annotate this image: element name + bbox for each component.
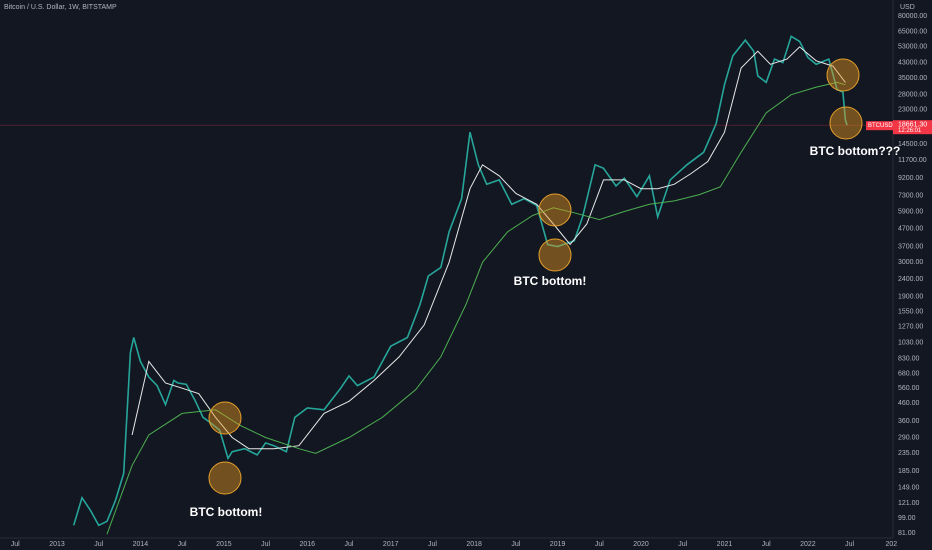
y-tick-label: 149.00 [898,484,920,491]
highlight-circle [538,193,572,227]
annotation: BTC bottom! [514,274,587,288]
series-line [72,35,848,527]
countdown-label: 12:26:01 [898,128,922,134]
y-tick-label: 5900.00 [898,208,923,215]
y-tick-label: 4700.00 [898,225,923,232]
y-tick-label: 28000.00 [898,92,927,99]
y-tick-label: 1270.00 [898,324,923,331]
y-tick-label: 121.00 [898,500,920,507]
y-tick-label: 43000.00 [898,59,927,66]
y-tick-label: 3700.00 [898,243,923,250]
series-line [106,81,846,535]
ticker-tag [866,121,893,131]
y-tick-label: 290.00 [898,434,920,441]
y-tick-label: 53000.00 [898,44,927,51]
x-tick-label: Jul [678,541,687,548]
last-price-label: 18661.30 [898,122,927,129]
x-tick-label: Jul [595,541,604,548]
x-tick-label: 2021 [717,541,733,548]
x-tick-label: 2019 [550,541,566,548]
x-tick-label: Jul [845,541,854,548]
x-tick-label: Jul [428,541,437,548]
highlight-circle [208,401,242,435]
x-tick-label: Jul [261,541,270,548]
highlight-circle [208,461,242,495]
y-tick-label: 7300.00 [898,192,923,199]
highlight-circle [826,58,860,92]
chart-title: Bitcoin / U.S. Dollar, 1W, BITSTAMP [4,4,117,11]
y-tick-label: 460.00 [898,400,920,407]
highlight-circle [538,238,572,272]
x-tick-label: 2018 [466,541,482,548]
x-tick-label: 202 [885,541,897,548]
y-tick-label: 830.00 [898,356,920,363]
y-tick-label: 235.00 [898,450,920,457]
price-tag [893,120,932,135]
highlight-circle [829,106,863,140]
x-tick-label: 2014 [133,541,149,548]
x-tick-label: 2020 [633,541,649,548]
x-tick-label: 2017 [383,541,399,548]
series-line [131,46,846,450]
y-tick-label: 1900.00 [898,293,923,300]
x-tick-label: Jul [178,541,187,548]
annotation: BTC bottom! [190,505,263,519]
y-tick-label: 99.00 [898,515,916,522]
y-tick-label: 65000.00 [898,28,927,35]
annotation: BTC bottom??? [810,144,901,158]
y-tick-label: 14500.00 [898,141,927,148]
x-tick-label: 2015 [216,541,232,548]
x-tick-label: 2013 [49,541,65,548]
y-tick-label: 3000.00 [898,259,923,266]
y-axis-label: USD [900,4,915,11]
y-tick-label: 1030.00 [898,339,923,346]
x-tick-label: Jul [762,541,771,548]
y-tick-label: 1550.00 [898,309,923,316]
x-tick-label: Jul [94,541,103,548]
y-tick-label: 360.00 [898,418,920,425]
x-tick-label: Jul [345,541,354,548]
y-tick-label: 23000.00 [898,106,927,113]
y-tick-label: 35000.00 [898,75,927,82]
x-tick-label: 2016 [300,541,316,548]
y-tick-label: 680.00 [898,370,920,377]
y-tick-label: 80000.00 [898,13,927,20]
y-tick-label: 2400.00 [898,276,923,283]
x-tick-label: Jul [511,541,520,548]
y-tick-label: 185.00 [898,468,920,475]
plot [0,35,893,535]
ticker-label: BTCUSD [868,123,893,129]
y-tick-label: 9200.00 [898,175,923,182]
y-tick-label: 560.00 [898,385,920,392]
y-tick-label: 11700.00 [898,157,927,164]
x-tick-label: 2022 [800,541,816,548]
x-tick-label: Jul [11,541,20,548]
y-tick-label: 81.00 [898,530,916,537]
